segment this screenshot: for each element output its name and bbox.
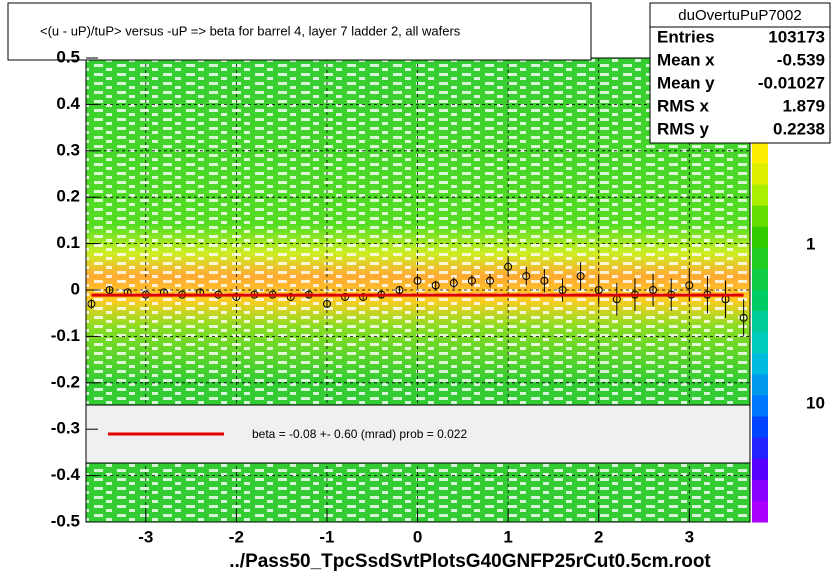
- data-point: [558, 286, 567, 294]
- stats-label: Entries: [657, 27, 715, 46]
- data-point: [685, 281, 694, 290]
- stats-title: duOvertuPuP7002: [678, 7, 801, 24]
- x-tick-label: -3: [138, 527, 153, 546]
- data-point: [540, 276, 549, 285]
- data-point: [649, 286, 658, 294]
- data-point: [341, 292, 350, 301]
- data-point: [105, 286, 114, 294]
- colorbar-cell: [752, 500, 768, 523]
- stats-value: 1.879: [782, 96, 825, 115]
- colorbar-cell: [752, 205, 768, 228]
- colorbar-cell: [752, 437, 768, 460]
- y-tick-label: -0.3: [51, 419, 80, 438]
- y-tick-label: -0.1: [51, 326, 80, 345]
- data-point: [413, 276, 422, 285]
- data-point: [576, 272, 585, 281]
- data-point: [322, 299, 331, 308]
- colorbar-cell: [752, 163, 768, 186]
- stats-value: -0.539: [777, 50, 825, 69]
- y-tick-label: 0.1: [56, 233, 80, 252]
- stats-label: RMS x: [657, 96, 710, 115]
- stats-label: Mean x: [657, 50, 715, 69]
- colorbar-cell: [752, 142, 768, 164]
- data-point: [522, 272, 531, 281]
- data-point: [739, 313, 748, 322]
- data-point: [286, 292, 295, 301]
- x-axis-label: ../Pass50_TpcSsdSvtPlotsG40GNFP25rCut0.5…: [229, 551, 711, 572]
- data-point: [449, 279, 458, 288]
- colorbar-cell: [752, 184, 768, 207]
- stats-value: 0.2238: [773, 119, 825, 138]
- colorbar-cell: [752, 332, 768, 354]
- colorbar-cell: [752, 458, 768, 481]
- stats-label: RMS y: [657, 119, 710, 138]
- stats-value: 103173: [768, 27, 825, 46]
- colorbar-cell: [752, 290, 768, 312]
- data-point: [232, 292, 241, 301]
- stats-label: Mean y: [657, 73, 715, 92]
- legend-text: beta = -0.08 +- 0.60 (mrad) prob = 0.022: [252, 427, 467, 441]
- colorbar-cell: [752, 226, 768, 249]
- stats-box: [649, 2, 831, 144]
- y-tick-label: -0.2: [51, 372, 80, 391]
- data-point: [594, 286, 603, 294]
- z-tick-label: 10: [806, 393, 825, 412]
- x-tick-label: 1: [503, 527, 512, 546]
- colorbar-cell: [752, 374, 768, 396]
- data-point: [395, 286, 404, 294]
- y-tick-label: -0.5: [51, 511, 80, 530]
- data-point: [359, 292, 368, 301]
- chart-title: <(u - uP)/tuP> versus -uP => beta for ba…: [40, 23, 461, 38]
- x-tick-label: 0: [413, 527, 422, 546]
- y-tick-label: 0.5: [56, 47, 80, 66]
- colorbar-cell: [752, 268, 768, 291]
- colorbar-cell: [752, 353, 768, 375]
- x-tick-label: 3: [685, 527, 694, 546]
- y-tick-label: 0.2: [56, 187, 80, 206]
- data-point: [431, 281, 440, 290]
- x-tick-label: 2: [594, 527, 603, 546]
- z-tick-label: 1: [806, 234, 815, 253]
- colorbar-cell: [752, 311, 768, 333]
- colorbar-cell: [752, 479, 768, 502]
- y-tick-label: 0.4: [56, 94, 80, 113]
- x-tick-label: -2: [229, 527, 244, 546]
- data-point: [87, 299, 96, 308]
- colorbar-cell: [752, 247, 768, 270]
- stats-value: -0.01027: [758, 73, 825, 92]
- y-tick-label: -0.4: [51, 465, 81, 484]
- colorbar-cell: [752, 395, 768, 418]
- title-box: [7, 2, 592, 61]
- y-tick-label: 0.3: [56, 140, 80, 159]
- data-point: [504, 262, 513, 271]
- colorbar-cell: [752, 416, 768, 439]
- y-tick-label: 0: [71, 279, 80, 298]
- x-tick-label: -1: [319, 527, 334, 546]
- data-point: [486, 276, 495, 285]
- data-point: [467, 276, 476, 285]
